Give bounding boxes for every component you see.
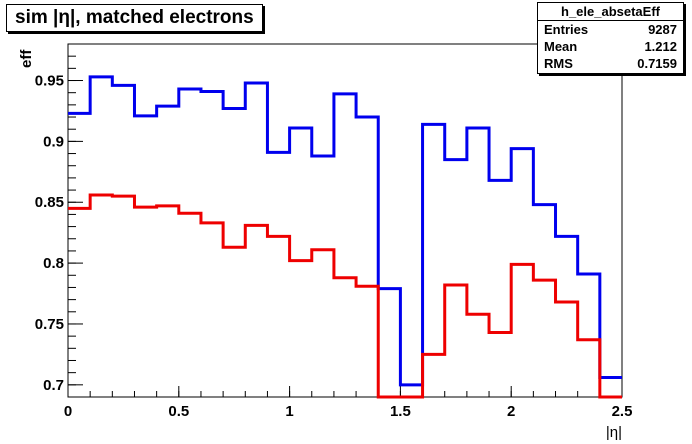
x-tick-label: 0.5 [168,403,189,420]
stats-value-rms: 0.7159 [637,56,677,71]
x-tick-label: 0 [64,403,72,420]
x-tick-label: 2 [507,403,515,420]
y-tick-label: 0.85 [35,194,64,211]
axis-labels: 0 0.5 1 1.5 2 2.5 0.7 0.75 0.8 0.85 0.9 0.95 |η| eff [18,49,632,441]
plot-frame [67,43,623,398]
y-tick-label: 0.95 [35,73,64,90]
y-tick-label: 0.8 [43,255,64,272]
chart-title: sim |η|, matched electrons [6,4,263,32]
stats-label-mean: Mean [544,39,578,54]
y-tick-label: 0.7 [43,377,64,394]
stats-row-entries: Entries 9287 [538,21,683,38]
stats-histogram-name: h_ele_absetaEff [538,3,683,21]
stats-value-mean: 1.212 [644,39,677,54]
stats-label-entries: Entries [544,22,589,37]
x-tick-label: 1.5 [390,403,411,420]
x-tick-label: 1 [285,403,293,420]
stats-row-mean: Mean 1.212 [538,38,683,55]
x-tick-label: 2.5 [612,403,633,420]
y-tick-label: 0.75 [35,316,64,333]
series-line-2 [68,193,622,399]
x-axis-label: |η| [606,424,622,441]
axis-ticks [67,43,623,398]
stats-row-rms: RMS 0.7159 [538,55,683,72]
series-group [68,75,622,399]
stats-value-entries: 9287 [648,22,677,37]
series-line-1 [68,75,622,387]
stats-label-rms: RMS [544,56,573,71]
stats-box: h_ele_absetaEff Entries 9287 Mean 1.212 … [537,2,684,74]
y-tick-label: 0.9 [43,133,64,150]
y-axis-label: eff [18,49,35,68]
